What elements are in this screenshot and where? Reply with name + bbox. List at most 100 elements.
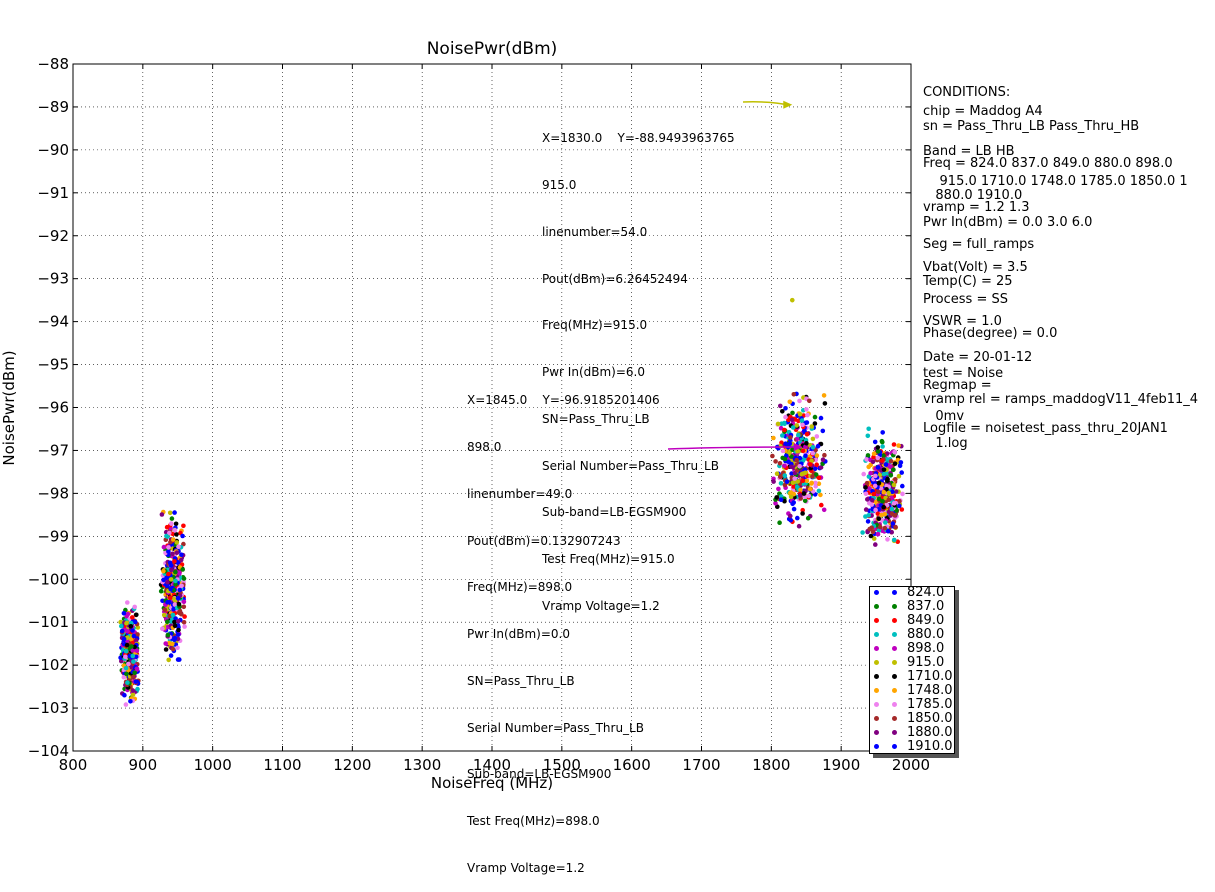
data-point — [816, 475, 822, 481]
data-point — [128, 637, 134, 642]
data-point — [816, 481, 822, 487]
data-point — [896, 473, 902, 479]
data-point — [792, 476, 797, 481]
data-point — [873, 542, 878, 547]
data-point — [900, 483, 905, 489]
data-point — [789, 417, 795, 423]
data-point — [899, 470, 904, 475]
legend-entry: 1910.0 — [870, 740, 954, 754]
data-point — [899, 507, 905, 512]
data-point — [780, 448, 786, 454]
y-tick-label: −98 — [37, 484, 69, 502]
annotation-arrow — [742, 101, 791, 107]
data-point — [810, 474, 815, 479]
y-tick-label: −93 — [37, 270, 69, 288]
legend-label: 880.0 — [907, 627, 945, 642]
legend-label: 915.0 — [907, 655, 945, 670]
data-point — [863, 485, 868, 490]
data-point — [880, 439, 885, 445]
data-point — [133, 638, 139, 643]
data-point — [799, 418, 805, 423]
data-point — [890, 521, 896, 526]
data-point — [166, 545, 171, 550]
data-point — [166, 657, 171, 663]
legend-marker — [892, 688, 897, 693]
data-point — [773, 500, 778, 506]
data-point — [866, 474, 872, 479]
condition-temp: Temp(C) = 25 — [923, 274, 1013, 289]
data-point — [790, 425, 796, 430]
y-tick-label: −88 — [37, 55, 69, 73]
data-point — [892, 461, 898, 467]
data-point — [818, 465, 824, 470]
y-tick-label: −95 — [37, 356, 69, 374]
condition-phase: Phase(degree) = 0.0 — [923, 326, 1058, 341]
legend-entry: 1785.0 — [870, 698, 954, 712]
annotation-line: Freq(MHz)=898.0 — [467, 580, 573, 595]
y-tick-label: −100 — [28, 570, 69, 588]
data-point — [123, 648, 129, 654]
data-point — [134, 667, 140, 672]
data-point — [172, 623, 178, 629]
data-point — [885, 528, 891, 534]
data-point — [892, 513, 897, 518]
legend-entry: 880.0 — [870, 628, 954, 642]
data-point — [804, 441, 809, 446]
x-tick-label: 800 — [59, 756, 88, 774]
data-point — [895, 539, 900, 544]
data-point — [159, 512, 165, 517]
data-point — [807, 398, 812, 404]
data-point — [897, 503, 902, 509]
legend-entry: 898.0 — [870, 642, 954, 656]
data-point — [771, 435, 776, 441]
data-point — [789, 464, 794, 470]
data-point — [883, 520, 888, 525]
data-point — [877, 524, 883, 530]
data-point — [132, 670, 137, 676]
data-point — [174, 532, 179, 537]
data-point — [869, 497, 875, 503]
data-point — [158, 588, 164, 594]
data-point — [807, 486, 813, 492]
data-point — [788, 435, 793, 440]
data-point — [172, 528, 178, 533]
data-point — [866, 426, 871, 432]
legend-marker — [874, 744, 879, 749]
condition-vramp-rel-cont: 0mv — [923, 409, 965, 424]
data-point — [775, 504, 780, 510]
y-axis-label: NoisePwr(dBm) — [0, 350, 18, 465]
data-point — [179, 552, 184, 557]
data-point — [791, 500, 796, 505]
data-point — [163, 641, 168, 646]
data-point — [182, 614, 187, 619]
data-point — [782, 473, 788, 478]
data-point — [893, 524, 898, 530]
data-point — [168, 563, 174, 568]
data-point — [167, 530, 172, 536]
data-point — [865, 453, 871, 458]
data-point — [181, 604, 187, 610]
data-point — [868, 533, 874, 539]
y-axis-ticks: −104 −103 −102 −101 −100 −99 −98 −97 −96 −95 −94 −9… — [28, 55, 911, 760]
data-point — [805, 412, 810, 418]
x-tick-label: 1000 — [194, 756, 232, 774]
legend-marker — [874, 674, 879, 679]
annotation-line: Pwr In(dBm)=0.0 — [467, 627, 570, 642]
data-point — [177, 657, 182, 662]
x-tick-label: 1800 — [752, 756, 790, 774]
legend-marker — [892, 632, 897, 637]
data-point — [873, 473, 878, 479]
data-point — [796, 523, 802, 529]
legend-marker — [874, 618, 879, 623]
data-point — [881, 504, 886, 510]
annotation-line: SN=Pass_Thru_LB — [467, 673, 575, 688]
data-point — [130, 615, 135, 620]
y-tick-label: −102 — [28, 656, 69, 674]
condition-test: test = Noise — [923, 366, 1004, 381]
legend-marker — [874, 730, 879, 735]
data-point — [177, 608, 183, 614]
data-point — [884, 457, 889, 462]
data-point — [813, 480, 818, 486]
data-point — [121, 636, 127, 642]
data-point — [795, 449, 800, 454]
